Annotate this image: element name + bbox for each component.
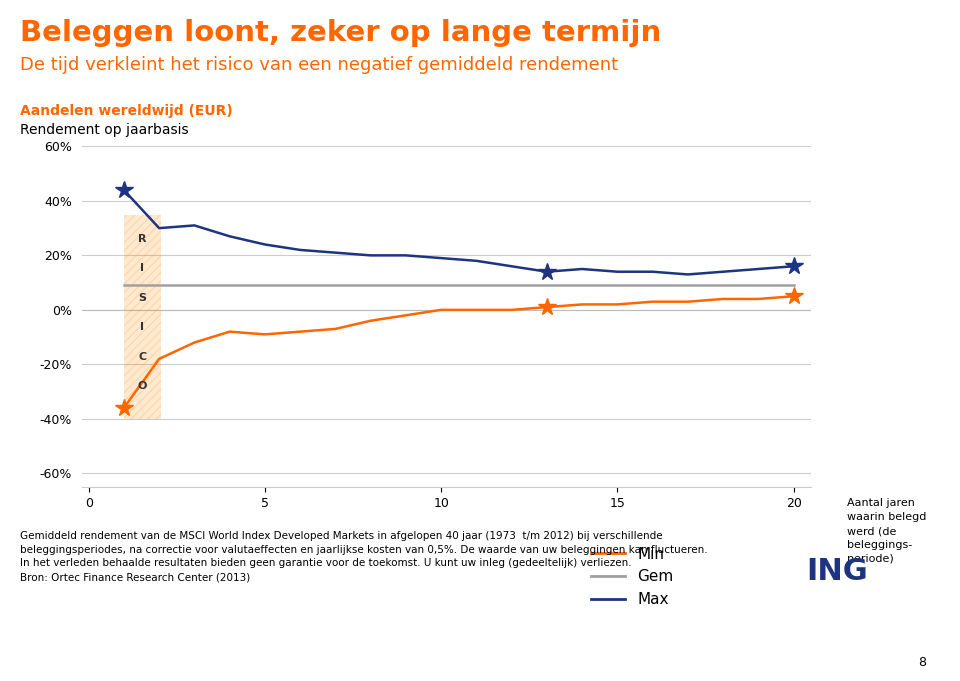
- Text: Rendement op jaarbasis: Rendement op jaarbasis: [20, 123, 189, 137]
- Text: Gemiddeld rendement van de MSCI World Index Developed Markets in afgelopen 40 ja: Gemiddeld rendement van de MSCI World In…: [20, 531, 662, 541]
- Text: S: S: [138, 293, 146, 303]
- Text: O: O: [137, 381, 147, 391]
- Text: beleggingsperiodes, na correctie voor valutaeffecten en jaarlijkse kosten van 0,: beleggingsperiodes, na correctie voor va…: [20, 545, 708, 555]
- Text: Bron: Ortec Finance Research Center (2013): Bron: Ortec Finance Research Center (201…: [20, 572, 251, 582]
- Bar: [124, 215, 161, 419]
- Text: C: C: [138, 351, 147, 362]
- Text: Beleggen loont, zeker op lange termijn: Beleggen loont, zeker op lange termijn: [20, 19, 661, 47]
- Text: 8: 8: [919, 656, 926, 669]
- Text: Aandelen wereldwijd (EUR): Aandelen wereldwijd (EUR): [20, 104, 233, 118]
- Text: In het verleden behaalde resultaten bieden geen garantie voor de toekomst. U kun: In het verleden behaalde resultaten bied…: [20, 558, 632, 569]
- Legend: Min, Gem, Max: Min, Gem, Max: [586, 541, 680, 613]
- Text: I: I: [140, 322, 144, 332]
- Text: ING: ING: [806, 556, 868, 586]
- Text: R: R: [138, 234, 147, 244]
- Text: I: I: [140, 264, 144, 274]
- Text: Aantal jaren
waarin belegd
werd (de
beleggings-
periode): Aantal jaren waarin belegd werd (de bele…: [847, 498, 926, 565]
- Text: De tijd verkleint het risico van een negatief gemiddeld rendement: De tijd verkleint het risico van een neg…: [20, 56, 618, 74]
